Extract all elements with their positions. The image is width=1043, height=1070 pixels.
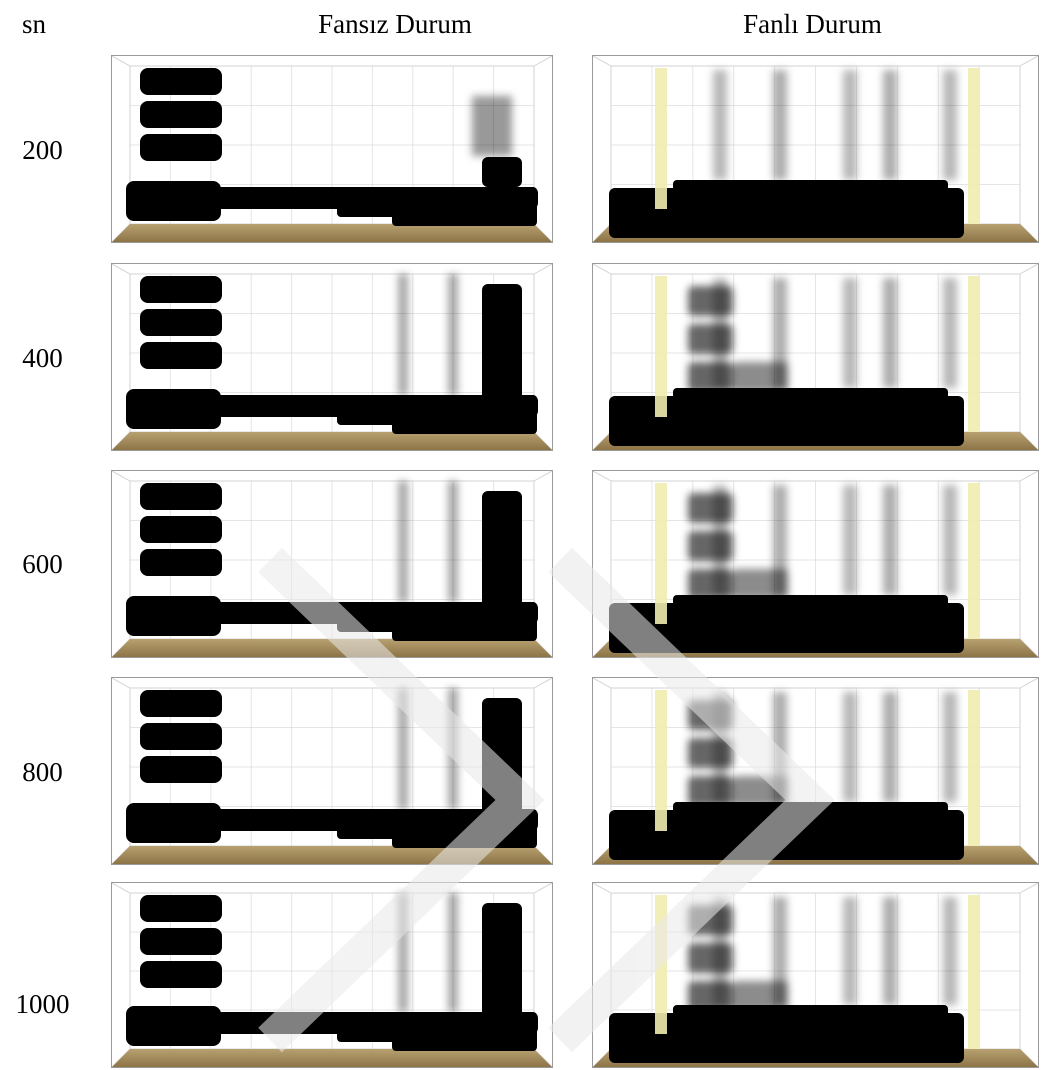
fan-panel-5 [592, 882, 1039, 1068]
row-label-400: 400 [22, 343, 63, 373]
fan-panel-4 [592, 677, 1039, 865]
fan-panel-2 [592, 263, 1039, 451]
no-fan-panel-3 [111, 470, 553, 658]
no-fan-panel-2 [111, 263, 553, 451]
fan-panel-3 [592, 470, 1039, 658]
row-label-1000: 1000 [15, 989, 70, 1019]
row-label-800: 800 [22, 757, 63, 787]
no-fan-panel-5 [111, 882, 553, 1068]
row-label-600: 600 [22, 549, 63, 579]
no-fan-column-header: Fansız Durum [318, 9, 472, 39]
fan-panel-1 [592, 55, 1039, 243]
no-fan-panel-4 [111, 677, 553, 865]
time-column-header: sn [22, 9, 47, 39]
no-fan-panel-1 [111, 55, 553, 243]
with-fan-column-header: Fanlı Durum [743, 9, 882, 39]
row-label-200: 200 [22, 135, 63, 165]
